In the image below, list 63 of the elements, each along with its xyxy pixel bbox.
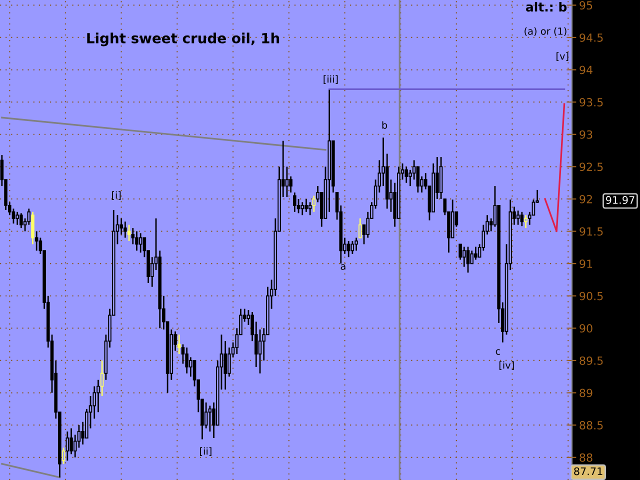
y-tick-label: 88 — [580, 453, 592, 462]
candlestick — [208, 405, 212, 432]
candlestick — [300, 202, 304, 216]
candlestick — [120, 218, 123, 236]
y-tick-label: 92 — [580, 194, 592, 204]
candlestick — [358, 218, 362, 238]
y-tick-label: 93.5 — [580, 98, 603, 106]
candlestick — [466, 246, 470, 274]
candlestick — [228, 346, 231, 378]
y-tick-label: 92.5 — [580, 162, 603, 172]
candlestick — [516, 210, 520, 226]
candlestick — [258, 328, 262, 374]
candlestick — [312, 195, 316, 213]
candlestick — [20, 212, 23, 229]
candlestick — [346, 240, 350, 258]
annotation: a — [340, 264, 346, 270]
candlestick — [524, 214, 528, 229]
candlestick — [31, 211, 34, 245]
y-tick-label: 89.5 — [580, 356, 603, 365]
y-tick-label: 90.5 — [580, 292, 603, 300]
candlestick — [127, 224, 131, 242]
y-tick-label: 91 — [580, 260, 592, 268]
candlestick — [34, 230, 38, 252]
y-tick-label: 93 — [580, 130, 592, 139]
candlestick — [404, 166, 408, 184]
candlestick — [185, 346, 188, 374]
candlestick — [189, 356, 192, 378]
annotation: [iii] — [324, 75, 338, 84]
annotation: [v] — [556, 52, 568, 61]
annotation: [i] — [112, 191, 121, 200]
candlestick — [289, 176, 292, 194]
y-tick-label: 88.5 — [580, 421, 603, 430]
candlestick — [304, 198, 308, 213]
annotation: (a) or (1) — [524, 27, 566, 36]
annotation: [ii] — [200, 447, 212, 456]
y-tick-label: 89 — [580, 388, 592, 398]
candlestick — [285, 166, 289, 198]
y-tick-label: 94 — [580, 66, 592, 74]
candlestick — [520, 211, 524, 227]
candlestick — [308, 202, 312, 216]
y-tick-label: 94.5 — [580, 33, 603, 42]
y-tick-label: 91.5 — [580, 227, 603, 236]
candlestick — [204, 402, 208, 430]
candlestick — [135, 230, 138, 252]
annotation: alt.: b — [526, 2, 567, 12]
candlestick — [350, 240, 354, 255]
y-tick-label: 90 — [580, 324, 592, 333]
candlestick — [66, 430, 70, 462]
candlestick — [177, 334, 181, 355]
annotation: [iv] — [499, 361, 514, 370]
candlestick — [70, 428, 73, 455]
candlestick — [470, 250, 474, 264]
text: 87.71 — [574, 467, 602, 476]
candlestick — [16, 211, 19, 226]
annotation: b — [382, 121, 388, 129]
candlestick — [474, 246, 478, 260]
text: 91.97 — [606, 196, 634, 204]
text: Light sweet crude oil, 1h — [87, 32, 280, 46]
y-tick-label: 95 — [580, 1, 592, 10]
candlestick — [462, 246, 466, 268]
candlestick — [124, 220, 127, 238]
candlestick — [293, 192, 296, 213]
annotation: c — [496, 349, 500, 355]
